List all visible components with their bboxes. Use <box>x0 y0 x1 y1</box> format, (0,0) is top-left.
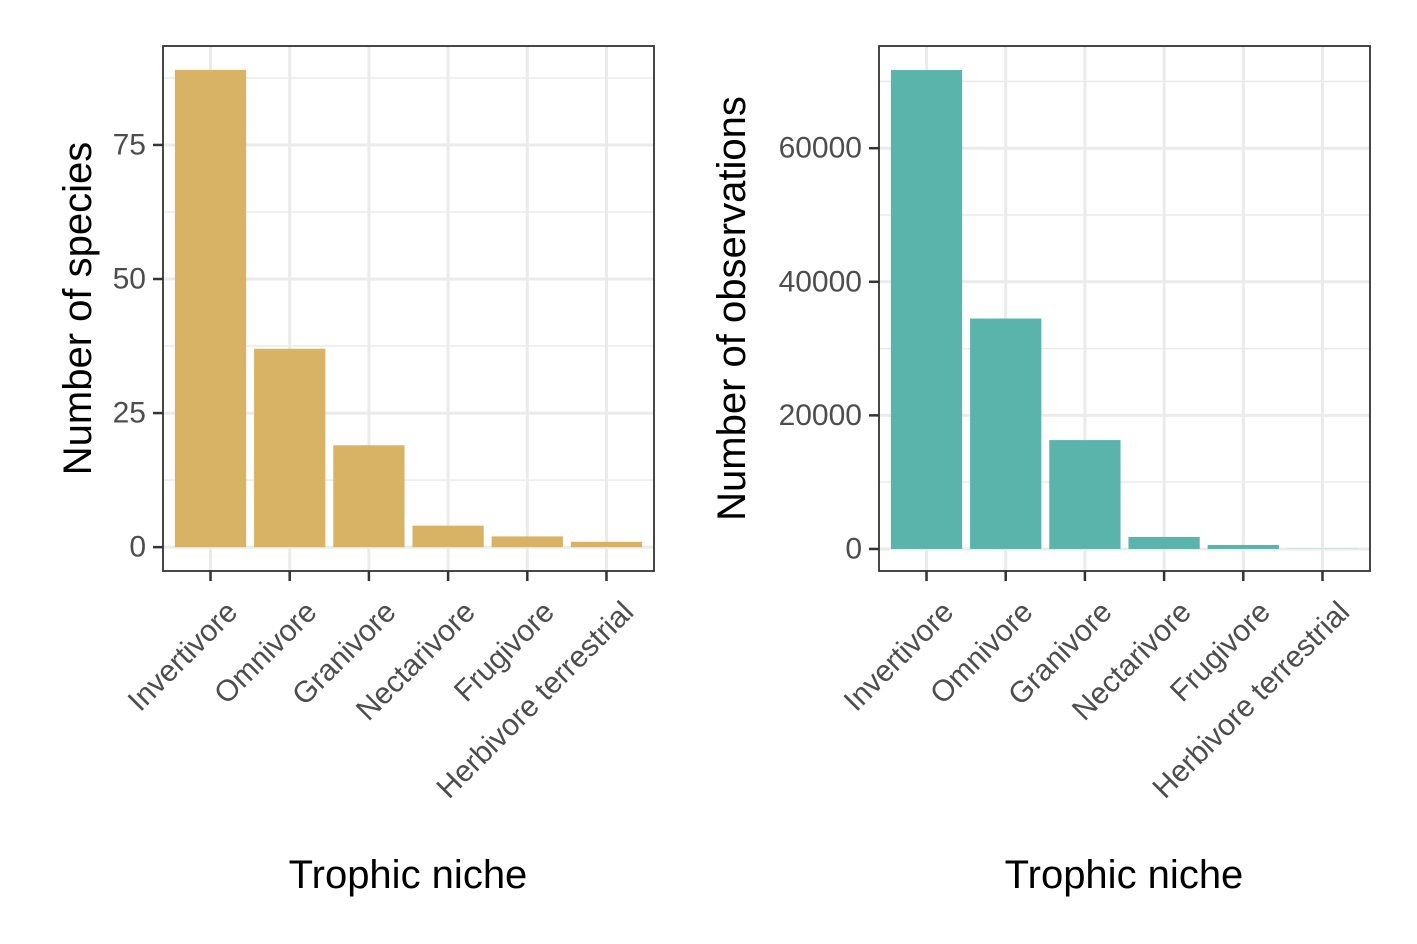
bar-invertivore <box>174 69 247 548</box>
y-tick-label: 50 <box>113 263 146 296</box>
y-axis-title: Number of observations <box>710 96 754 521</box>
species-chart: 0255075InvertivoreOmnivoreGranivoreNecta… <box>56 45 655 897</box>
y-tick-label: 60000 <box>779 132 862 165</box>
bar-frugivore <box>491 536 563 548</box>
bar-granivore <box>1049 440 1121 549</box>
bar-omnivore <box>970 318 1042 549</box>
y-tick-label: 25 <box>113 397 146 430</box>
x-axis-title: Trophic niche <box>1005 853 1244 897</box>
bar-nectarivore <box>412 525 484 548</box>
panel-border <box>162 45 655 572</box>
y-tick-label: 0 <box>129 531 146 564</box>
y-tick-label: 20000 <box>779 399 862 432</box>
panel-border <box>878 45 1371 572</box>
y-tick-label: 0 <box>845 532 862 565</box>
x-axis-title: Trophic niche <box>289 853 528 897</box>
bar-herbivore-terrestrial <box>570 541 643 548</box>
y-tick-label: 40000 <box>779 265 862 298</box>
bar-nectarivore <box>1128 536 1200 549</box>
y-tick-label: 75 <box>113 128 146 161</box>
bar-frugivore <box>1207 544 1279 549</box>
bar-granivore <box>333 445 405 548</box>
observations-chart: 0200004000060000InvertivoreOmnivoreGrani… <box>710 45 1371 897</box>
bar-invertivore <box>890 70 963 549</box>
y-axis-title: Number of species <box>56 142 100 475</box>
bar-omnivore <box>254 348 326 548</box>
